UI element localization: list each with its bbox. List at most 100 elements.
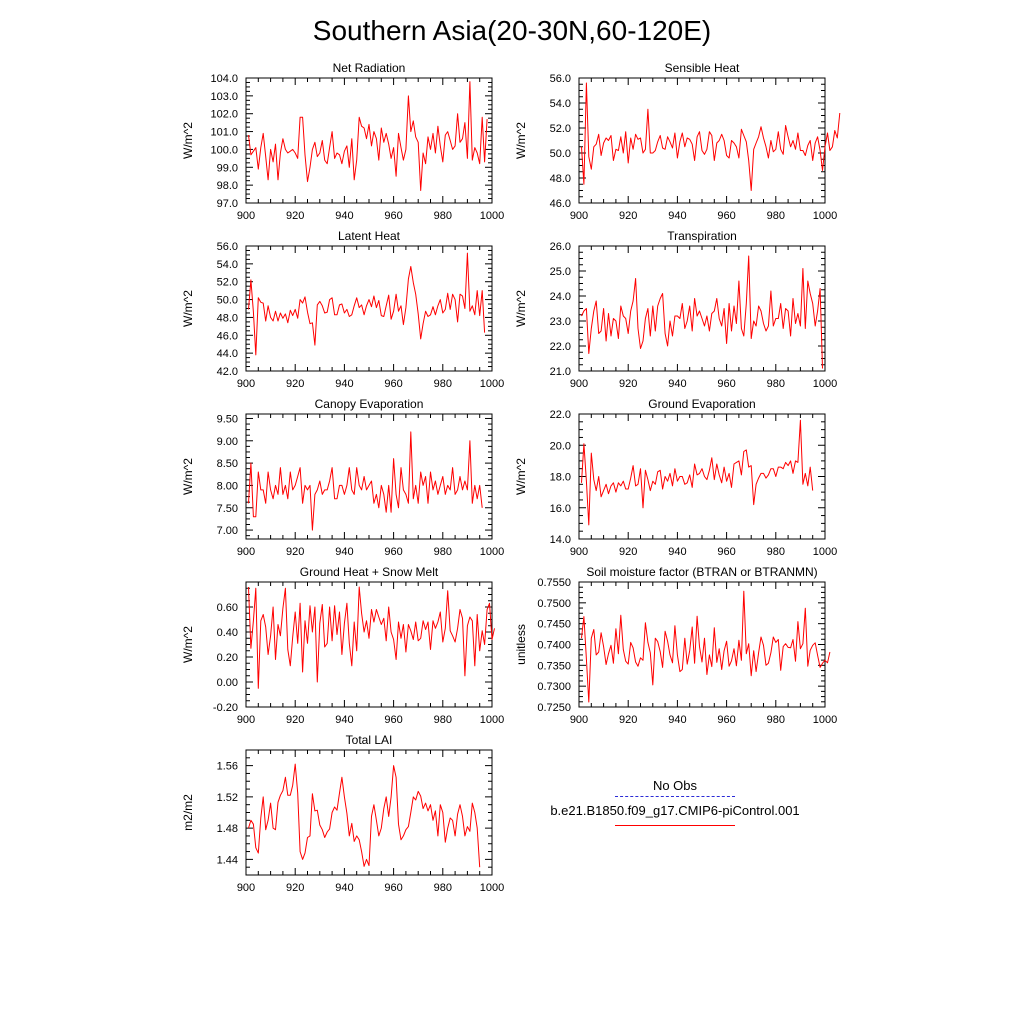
- legend-obs-label: No Obs: [652, 778, 698, 793]
- y-tick-label: -0.20: [213, 702, 238, 714]
- x-tick-label: 920: [619, 546, 637, 558]
- y-tick-label: 20.0: [550, 440, 571, 452]
- y-tick-label: 50.0: [550, 148, 571, 160]
- x-tick-label: 980: [434, 882, 452, 894]
- y-tick-label: 0.20: [217, 652, 238, 664]
- plot-frame: [578, 581, 826, 708]
- x-tick-label: 900: [237, 546, 255, 558]
- y-tick-label: 0.00: [217, 677, 238, 689]
- x-tick-label: 1000: [480, 378, 504, 390]
- y-tick-label: 42.0: [217, 366, 238, 378]
- chart-panel-4: Transpiration W/m^2 900 920 940 960 980 1000 21.…: [514, 229, 837, 390]
- plot-frame: [245, 581, 493, 708]
- x-tick-label: 960: [384, 210, 402, 222]
- y-tick-label: 1.56: [217, 761, 238, 773]
- chart-panel-8: Soil moisture factor (BTRAN or BTRANMN) u…: [514, 565, 837, 726]
- x-tick-label: 960: [384, 546, 402, 558]
- series-line: [581, 255, 823, 369]
- x-tick-label: 940: [668, 714, 686, 726]
- y-tick-label: 8.50: [217, 458, 238, 470]
- series-line: [248, 586, 495, 689]
- chart-title: Latent Heat: [338, 229, 401, 243]
- plot-frame: [245, 245, 493, 372]
- y-tick-label: 0.60: [217, 602, 238, 614]
- y-tick-label: 99.0: [217, 162, 238, 174]
- series-line: [248, 252, 486, 356]
- y-tick-label: 52.0: [217, 277, 238, 289]
- y-tick-label: 16.0: [550, 503, 571, 515]
- x-tick-label: 1000: [480, 210, 504, 222]
- chart-title: Ground Heat + Snow Melt: [300, 565, 439, 579]
- x-tick-label: 900: [570, 714, 588, 726]
- chart-panel-6: Ground Evaporation W/m^2 900 920 940 960 980 10…: [514, 397, 837, 558]
- y-tick-label: 104.0: [210, 73, 238, 85]
- x-tick-label: 900: [237, 210, 255, 222]
- x-tick-label: 1000: [480, 546, 504, 558]
- y-tick-label: 22.0: [550, 409, 571, 421]
- y-tick-label: 0.7300: [537, 681, 571, 693]
- legend-model-line: [615, 825, 735, 826]
- chart-panel-3: Latent Heat W/m^2 900 920 940 960 980 1000 42.0 4…: [181, 229, 504, 390]
- y-tick-label: 23.0: [550, 316, 571, 328]
- y-tick-label: 9.50: [217, 413, 238, 425]
- x-tick-label: 980: [767, 714, 785, 726]
- x-tick-label: 960: [384, 714, 402, 726]
- x-tick-label: 980: [767, 378, 785, 390]
- panel-grid: Net Radiation W/m^2 900 920 940 960 980 1000 97.…: [181, 61, 841, 894]
- plot-frame: [578, 77, 826, 204]
- x-tick-label: 920: [286, 546, 304, 558]
- x-tick-label: 940: [335, 546, 353, 558]
- y-tick-label: 0.7550: [537, 577, 571, 589]
- y-tick-label: 0.7350: [537, 660, 571, 672]
- chart-panel-2: Sensible Heat W/m^2 900 920 940 960 980 1000 46.…: [514, 61, 841, 222]
- x-tick-label: 980: [434, 210, 452, 222]
- y-axis-label: W/m^2: [181, 626, 195, 663]
- x-tick-label: 980: [434, 714, 452, 726]
- y-tick-label: 48.0: [550, 173, 571, 185]
- x-tick-label: 1000: [480, 714, 504, 726]
- chart-title: Canopy Evaporation: [315, 397, 424, 411]
- x-tick-label: 920: [619, 378, 637, 390]
- y-tick-label: 7.00: [217, 525, 238, 537]
- page-title: Southern Asia(20-30N,60-120E): [313, 15, 711, 46]
- y-tick-label: 25.0: [550, 266, 571, 278]
- y-tick-label: 0.7500: [537, 598, 571, 610]
- x-tick-label: 920: [619, 210, 637, 222]
- x-tick-label: 900: [237, 378, 255, 390]
- chart-panel-1: Net Radiation W/m^2 900 920 940 960 980 1000 97.…: [181, 61, 504, 222]
- series-line: [581, 590, 831, 703]
- y-tick-label: 56.0: [550, 73, 571, 85]
- x-tick-label: 1000: [813, 546, 837, 558]
- x-tick-label: 940: [335, 378, 353, 390]
- y-tick-label: 0.40: [217, 627, 238, 639]
- x-tick-label: 1000: [813, 378, 837, 390]
- series-line: [581, 82, 841, 191]
- x-tick-label: 980: [434, 378, 452, 390]
- chart-panel-5: Canopy Evaporation W/m^2 900 920 940 960 980 10…: [181, 397, 504, 558]
- y-tick-label: 101.0: [210, 127, 238, 139]
- series-line: [248, 81, 488, 191]
- y-tick-label: 0.7450: [537, 619, 571, 631]
- y-tick-label: 56.0: [217, 241, 238, 253]
- x-tick-label: 900: [570, 546, 588, 558]
- y-tick-label: 44.0: [217, 348, 238, 360]
- x-tick-label: 900: [237, 714, 255, 726]
- x-tick-label: 1000: [813, 210, 837, 222]
- x-tick-label: 920: [619, 714, 637, 726]
- x-tick-label: 940: [335, 714, 353, 726]
- y-axis-label: W/m^2: [181, 290, 195, 327]
- x-tick-label: 900: [570, 210, 588, 222]
- x-tick-label: 920: [286, 210, 304, 222]
- y-axis-label: W/m^2: [181, 458, 195, 495]
- plot-frame: [578, 245, 826, 372]
- y-tick-label: 14.0: [550, 534, 571, 546]
- series-line: [581, 419, 814, 526]
- x-tick-label: 980: [767, 546, 785, 558]
- y-axis-label: W/m^2: [514, 458, 528, 495]
- chart-title: Transpiration: [667, 229, 737, 243]
- x-tick-label: 960: [717, 714, 735, 726]
- x-tick-label: 920: [286, 882, 304, 894]
- chart-title: Ground Evaporation: [648, 397, 755, 411]
- series-line: [248, 431, 483, 531]
- y-tick-label: 7.50: [217, 503, 238, 515]
